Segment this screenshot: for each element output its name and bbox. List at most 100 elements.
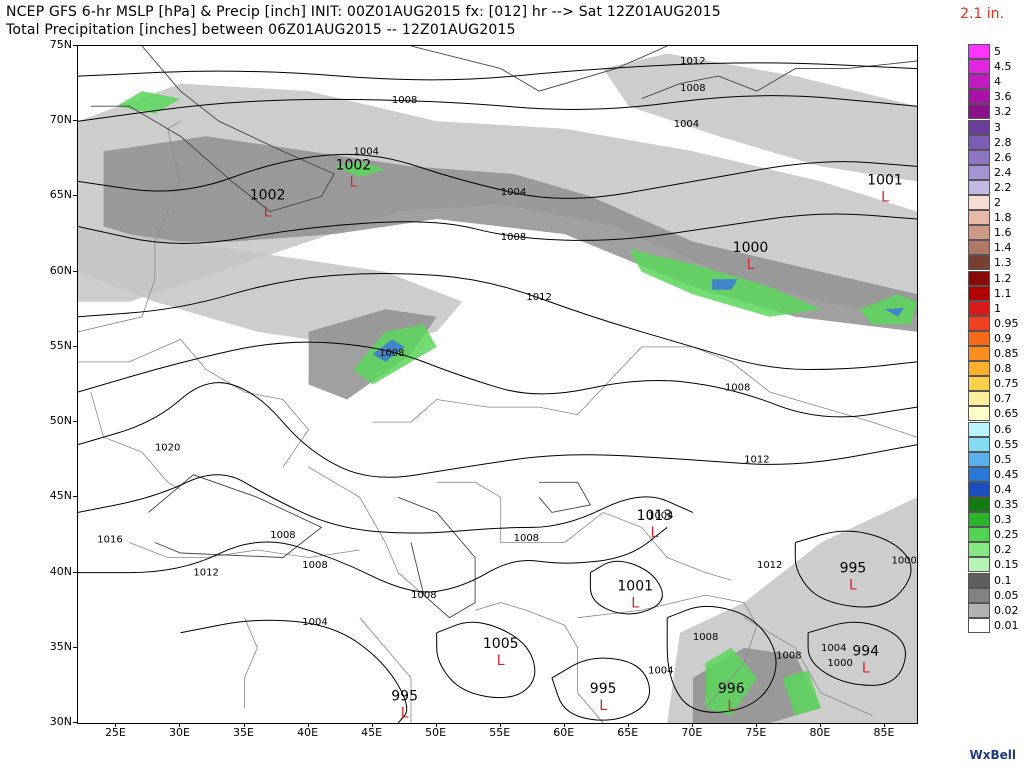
longitude-tick — [179, 723, 181, 727]
legend-label: 0.9 — [994, 331, 1012, 345]
legend-label: 0.85 — [994, 347, 1019, 360]
legend-label: 4 — [994, 75, 1001, 89]
legend-swatch — [968, 44, 990, 59]
low-pressure-marker: L — [849, 578, 857, 594]
legend-swatch — [968, 285, 990, 301]
longitude-label: 50E — [425, 726, 447, 739]
isobar-label: 1012 — [193, 568, 218, 579]
isobar-7 — [78, 474, 694, 534]
country-border-2 — [90, 391, 181, 491]
legend-label: 0.7 — [994, 392, 1012, 406]
country-border-7 — [359, 617, 412, 723]
legend-swatch — [968, 557, 990, 573]
legend-label: 0.45 — [994, 467, 1019, 481]
country-border-1 — [78, 338, 310, 468]
legend-swatch — [968, 497, 990, 512]
isobar-label: 1020 — [155, 443, 180, 454]
isobar-label: 1000 — [827, 658, 852, 669]
longitude-tick — [243, 723, 245, 727]
latitude-label: 55N — [49, 338, 72, 352]
legend-swatch — [968, 421, 990, 437]
legend-label: 2.8 — [994, 135, 1012, 149]
pressure-center-value: 995 — [840, 561, 867, 577]
legend-label: 0.4 — [994, 482, 1012, 496]
pressure-center-value: 995 — [590, 681, 617, 697]
isobar-5 — [78, 341, 917, 418]
legend-label: 0.55 — [994, 437, 1019, 451]
isobar-10 — [436, 621, 536, 699]
legend-swatch — [968, 527, 990, 543]
legend-label: 1.6 — [994, 226, 1012, 240]
longitude-tick — [435, 723, 437, 727]
isobar-label: 1008 — [501, 232, 526, 243]
isobar-14 — [807, 621, 906, 686]
isobar-label: 1008 — [693, 632, 718, 643]
isobar-4 — [78, 273, 917, 371]
low-pressure-marker: L — [747, 257, 755, 273]
legend-label: 5 — [994, 45, 1001, 58]
longitude-label: 60E — [553, 726, 575, 739]
latitude-tick — [73, 345, 77, 347]
legend-label: 0.5 — [994, 452, 1012, 466]
longitude-label: 40E — [297, 726, 319, 739]
longitude-tick — [371, 723, 373, 727]
country-border-3 — [308, 466, 425, 596]
latitude-tick — [73, 496, 77, 498]
legend-swatch — [968, 512, 990, 528]
country-border-11 — [743, 617, 873, 716]
coastline-4 — [398, 496, 476, 619]
legend-swatch — [968, 617, 990, 633]
precip-area-13 — [782, 670, 821, 716]
isobar-8 — [78, 527, 668, 593]
longitude-tick — [627, 723, 629, 727]
version-label: 2.1 in. — [960, 6, 1004, 22]
legend-label: 1 — [994, 301, 1001, 315]
chart-subtitle: Total Precipitation [inches] between 06Z… — [6, 22, 516, 38]
isobar-label: 1004 — [501, 187, 526, 198]
longitude-tick — [115, 723, 117, 727]
pressure-center-value: 1002 — [336, 157, 372, 173]
longitude-label: 35E — [233, 726, 254, 739]
isobar-label: 1008 — [725, 383, 750, 394]
legend-label: 3.2 — [994, 105, 1012, 119]
country-border-6 — [474, 602, 604, 723]
precip-area-4 — [603, 53, 917, 182]
legend-swatch — [968, 391, 990, 407]
coastline-0 — [90, 46, 335, 212]
latitude-tick — [73, 45, 77, 46]
legend-label: 2.6 — [994, 150, 1012, 164]
legend-swatch — [968, 406, 990, 422]
longitude-label: 65E — [617, 726, 639, 739]
legend-swatch — [968, 602, 990, 618]
legend-swatch — [968, 164, 990, 180]
pressure-center-value: 1002 — [250, 187, 286, 203]
latitude-tick — [73, 270, 77, 272]
latitude-tick — [73, 571, 77, 573]
longitude-label: 45E — [361, 726, 383, 739]
low-pressure-marker: L — [727, 698, 735, 714]
isobar-2 — [78, 153, 917, 199]
latitude-label: 30N — [49, 715, 72, 728]
legend-swatch — [968, 466, 990, 482]
legend-label: 2.4 — [994, 165, 1012, 179]
isobar-label: 1008 — [776, 650, 801, 661]
longitude-label: 30E — [168, 726, 190, 739]
legend-label: 0.6 — [994, 422, 1012, 436]
low-pressure-marker: L — [497, 653, 505, 669]
longitude-label: 25E — [104, 726, 126, 739]
isobar-9 — [180, 619, 408, 723]
pressure-center-value: 1001 — [617, 579, 653, 595]
isobar-6 — [78, 382, 917, 478]
longitude-label: 70E — [681, 726, 703, 739]
legend-swatch — [968, 376, 990, 392]
legend-label: 1.2 — [994, 271, 1012, 285]
legend-label: 2 — [994, 196, 1001, 209]
country-border-8 — [129, 542, 360, 558]
legend-label: 3 — [994, 120, 1001, 134]
isobar-label: 1008 — [514, 533, 539, 544]
isobar-label: 1016 — [97, 534, 122, 545]
precip-map: 1012 1008 1004 1008 1004 1004 1008 1012 1008 1008… — [77, 45, 918, 724]
legend-swatch — [968, 587, 990, 603]
latitude-label: 65N — [49, 188, 72, 202]
legend-label: 0.35 — [994, 498, 1019, 511]
